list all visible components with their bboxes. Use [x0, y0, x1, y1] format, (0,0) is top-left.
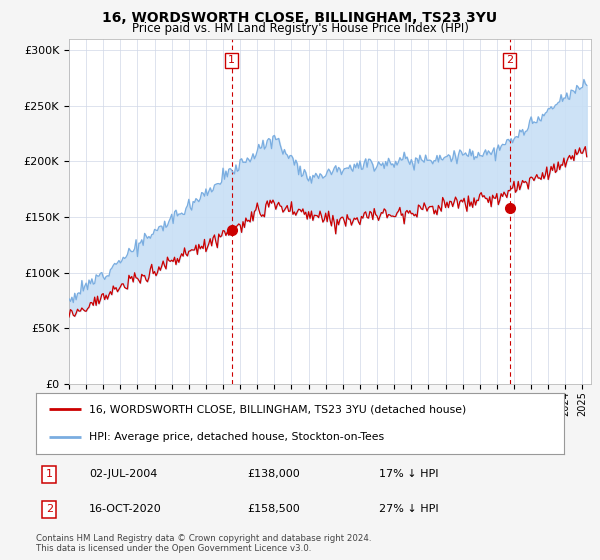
Text: 27% ↓ HPI: 27% ↓ HPI [379, 504, 439, 514]
Text: 16-OCT-2020: 16-OCT-2020 [89, 504, 161, 514]
Text: 1: 1 [46, 469, 53, 479]
Text: 1: 1 [228, 55, 235, 66]
Text: 02-JUL-2004: 02-JUL-2004 [89, 469, 157, 479]
Text: 16, WORDSWORTH CLOSE, BILLINGHAM, TS23 3YU: 16, WORDSWORTH CLOSE, BILLINGHAM, TS23 3… [103, 11, 497, 25]
Text: Price paid vs. HM Land Registry's House Price Index (HPI): Price paid vs. HM Land Registry's House … [131, 22, 469, 35]
Text: 17% ↓ HPI: 17% ↓ HPI [379, 469, 439, 479]
Text: 16, WORDSWORTH CLOSE, BILLINGHAM, TS23 3YU (detached house): 16, WORDSWORTH CLOSE, BILLINGHAM, TS23 3… [89, 404, 466, 414]
Text: £138,000: £138,000 [247, 469, 300, 479]
Text: £158,500: £158,500 [247, 504, 300, 514]
Text: 2: 2 [46, 504, 53, 514]
Text: 2: 2 [506, 55, 513, 66]
Text: HPI: Average price, detached house, Stockton-on-Tees: HPI: Average price, detached house, Stoc… [89, 432, 384, 442]
Text: Contains HM Land Registry data © Crown copyright and database right 2024.
This d: Contains HM Land Registry data © Crown c… [36, 534, 371, 553]
